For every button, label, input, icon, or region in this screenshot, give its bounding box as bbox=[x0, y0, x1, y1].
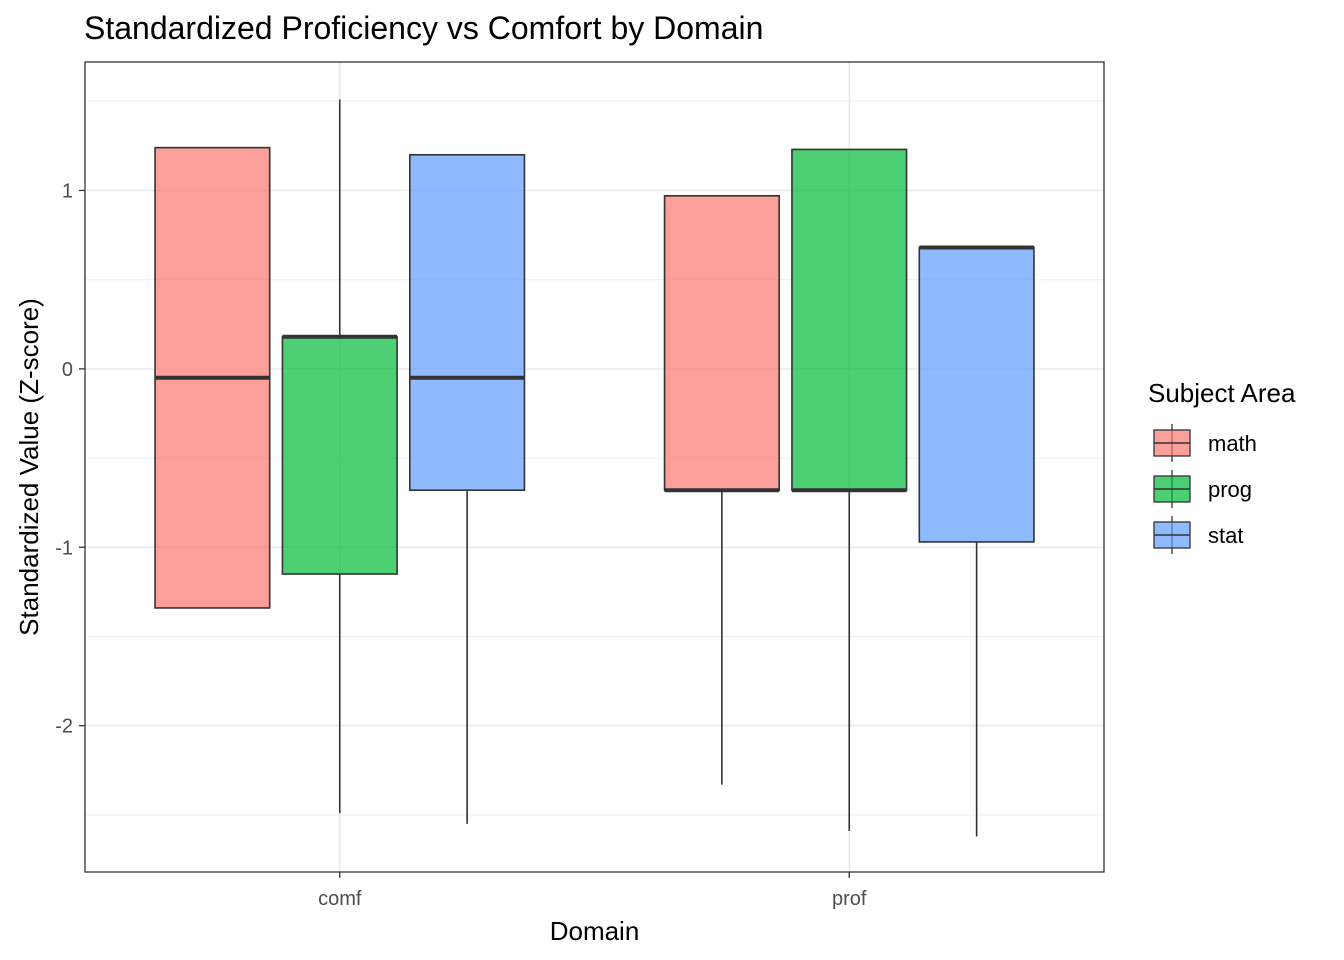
box-prog-prof bbox=[791, 148, 908, 831]
box-rect bbox=[281, 335, 398, 575]
axes: -2 -1 0 1 comf prof bbox=[55, 180, 867, 910]
y-tick-label: 0 bbox=[62, 359, 73, 381]
legend: Subject Area math prog stat bbox=[1148, 378, 1296, 554]
box-math-prof bbox=[663, 195, 780, 785]
legend-label-stat: stat bbox=[1208, 523, 1243, 548]
box-rect bbox=[409, 153, 526, 491]
x-axis-title: Domain bbox=[550, 916, 640, 946]
box-rect bbox=[918, 246, 1035, 543]
box-stat-comf bbox=[409, 153, 526, 824]
chart-title: Standardized Proficiency vs Comfort by D… bbox=[84, 10, 764, 46]
y-tick-label: -1 bbox=[55, 537, 73, 559]
legend-title: Subject Area bbox=[1148, 378, 1296, 408]
legend-label-math: math bbox=[1208, 431, 1257, 456]
box-rect bbox=[791, 148, 908, 491]
y-tick-label: -2 bbox=[55, 716, 73, 738]
box-prog-comf bbox=[281, 99, 398, 814]
y-axis-title: Standardized Value (Z-score) bbox=[14, 298, 44, 636]
x-tick-label: comf bbox=[318, 888, 362, 910]
legend-item-math: math bbox=[1153, 424, 1257, 462]
box-layer bbox=[154, 99, 1035, 837]
legend-item-stat: stat bbox=[1153, 516, 1243, 554]
box-stat-prof bbox=[918, 245, 1035, 837]
legend-label-prog: prog bbox=[1208, 477, 1252, 502]
plot-panel-border bbox=[84, 61, 1105, 873]
box-math-comf bbox=[154, 146, 271, 609]
y-tick-label: 1 bbox=[62, 180, 73, 202]
box-rect bbox=[663, 195, 780, 491]
legend-item-prog: prog bbox=[1153, 470, 1252, 508]
x-tick-label: prof bbox=[832, 888, 867, 910]
